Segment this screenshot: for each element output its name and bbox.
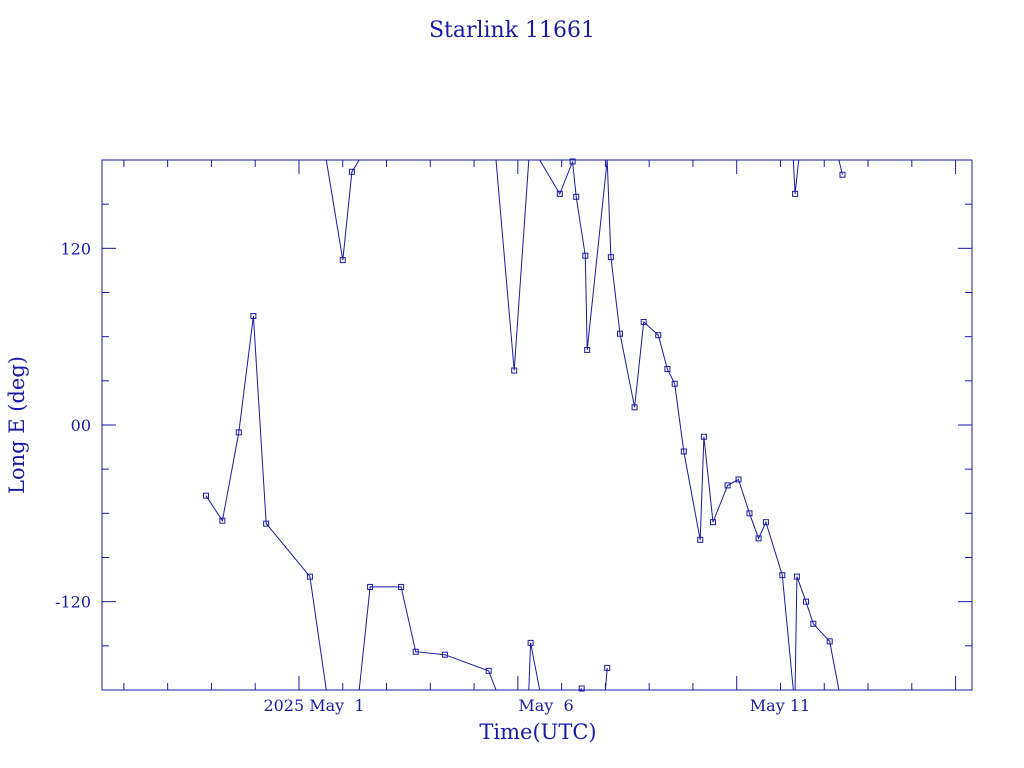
data-point — [755, 535, 762, 542]
data-point — [664, 366, 671, 373]
data-point — [219, 517, 226, 524]
data-point — [441, 651, 448, 658]
data-point — [556, 190, 563, 197]
axis-ticks — [102, 159, 972, 691]
data-point — [793, 573, 800, 580]
data-point — [235, 429, 242, 436]
data-point — [398, 583, 405, 590]
data-point — [724, 482, 731, 489]
series-line — [606, 159, 794, 691]
y-tick-label: 00 — [71, 416, 91, 435]
data-point — [746, 510, 753, 517]
x-tick-label: May 11 — [750, 696, 810, 715]
data-point — [680, 448, 687, 455]
data-point — [803, 598, 810, 605]
series-line — [539, 159, 608, 350]
data-point — [631, 404, 638, 411]
series-line — [358, 586, 497, 691]
data-point — [671, 380, 678, 387]
data-point — [367, 583, 374, 590]
data-point — [582, 252, 589, 259]
data-point — [655, 332, 662, 339]
data-point — [826, 638, 833, 645]
data-point — [263, 520, 270, 527]
data-point — [640, 318, 647, 325]
data-point — [779, 572, 786, 579]
data-point — [584, 346, 591, 353]
data-point — [810, 620, 817, 627]
y-axis-label: Long E (deg) — [5, 356, 29, 494]
data-point — [306, 573, 313, 580]
data-point — [762, 519, 769, 526]
plot-frame — [101, 159, 973, 691]
data-point — [250, 313, 257, 320]
data-point — [839, 171, 846, 178]
series-line — [579, 667, 608, 691]
data-point — [339, 257, 346, 264]
data-point — [412, 648, 419, 655]
series-line — [792, 159, 800, 194]
data-point — [202, 492, 209, 499]
x-axis-label: Time(UTC) — [479, 720, 596, 744]
plot-area — [202, 158, 846, 692]
data-point — [348, 168, 355, 175]
data-point — [578, 685, 585, 692]
series-line — [528, 642, 541, 691]
data-point — [792, 190, 799, 197]
x-tick-label: May 6 — [518, 696, 573, 715]
data-point — [511, 367, 518, 374]
data-point — [573, 193, 580, 200]
axis-tick-labels: -120 00 120 2025 May 1 May 6 May 11 — [55, 239, 810, 715]
data-point — [735, 476, 742, 483]
y-tick-label: -120 — [55, 593, 91, 612]
series-line — [205, 316, 327, 691]
series-line — [325, 159, 360, 261]
data-point — [700, 433, 707, 440]
series-line — [794, 576, 840, 691]
data-point — [616, 330, 623, 337]
data-point — [485, 667, 492, 674]
data-point — [710, 519, 717, 526]
data-point — [604, 664, 611, 671]
x-tick-label: 2025 May 1 — [263, 696, 364, 715]
y-tick-label: 120 — [60, 239, 91, 258]
series-line — [495, 159, 530, 371]
data-point — [697, 536, 704, 543]
data-point — [607, 254, 614, 261]
data-point — [569, 158, 576, 165]
data-point — [527, 639, 534, 646]
chart-title: Starlink 11661 — [429, 18, 595, 43]
